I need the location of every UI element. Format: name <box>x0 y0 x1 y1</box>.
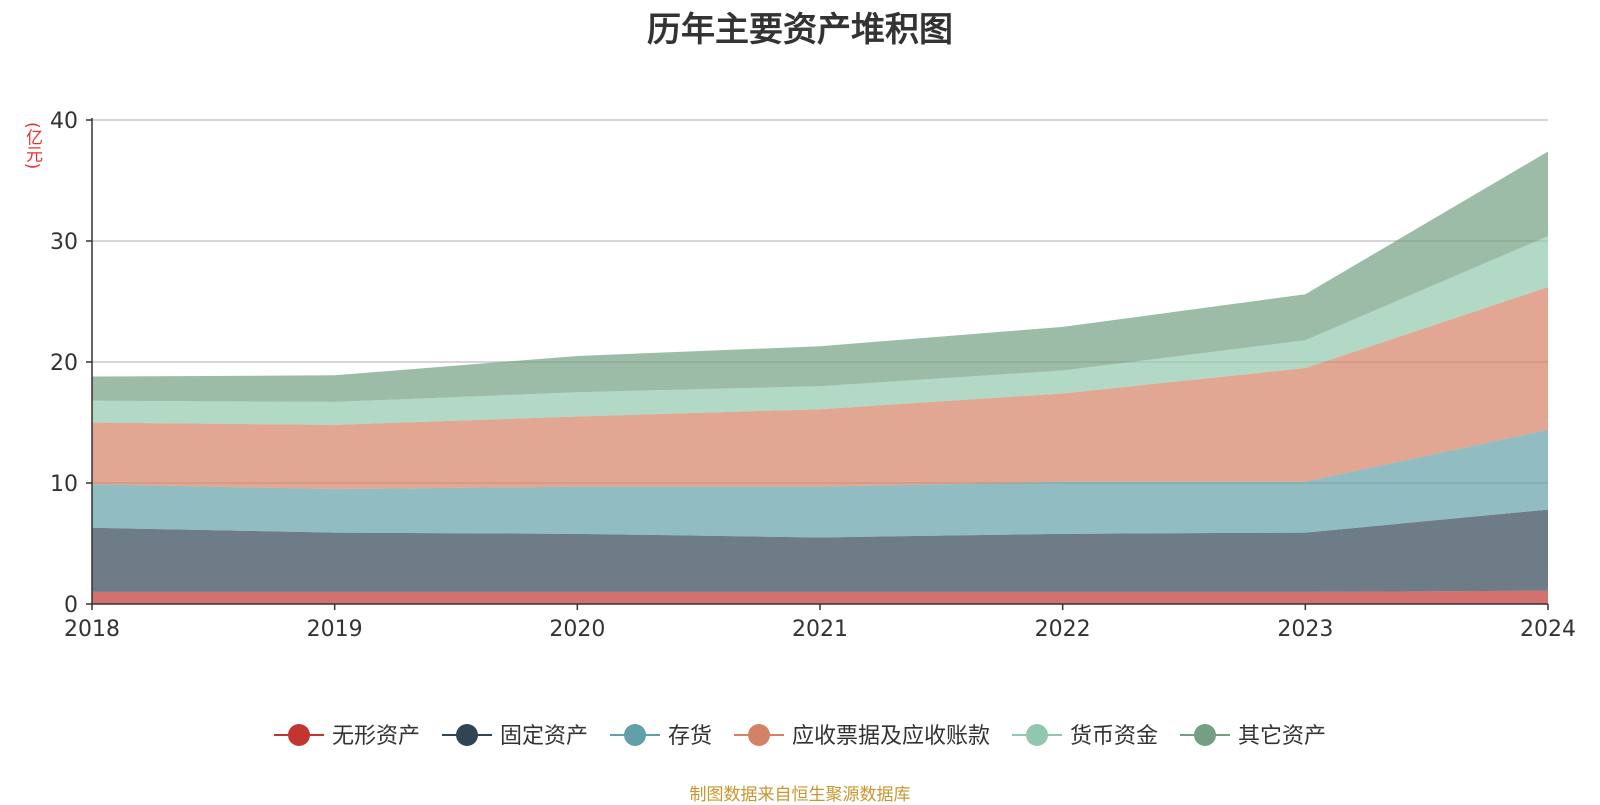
area-series <box>92 151 1548 604</box>
x-tick-label: 2024 <box>1520 617 1576 642</box>
y-tick-label: 0 <box>64 593 78 618</box>
legend-item-固定资产[interactable]: 固定资产 <box>442 724 588 749</box>
legend-item-无形资产[interactable]: 无形资产 <box>274 724 420 749</box>
area-series-固定资产 <box>92 509 1548 592</box>
x-tick-label: 2021 <box>792 617 848 642</box>
legend-label: 其它资产 <box>1238 724 1326 749</box>
x-tick-label: 2018 <box>64 617 120 642</box>
legend-item-其它资产[interactable]: 其它资产 <box>1180 724 1326 749</box>
legend-label: 固定资产 <box>500 724 588 749</box>
legend-circle-marker <box>1026 724 1048 746</box>
chart-title: 历年主要资产堆积图 <box>647 10 953 50</box>
y-tick-label: 10 <box>50 472 78 497</box>
x-tick-label: 2019 <box>307 617 363 642</box>
legend-label: 货币资金 <box>1070 724 1158 749</box>
area-series-应收票据及应收账款 <box>92 286 1548 490</box>
y-tick-label: 30 <box>50 230 78 255</box>
legend-label: 无形资产 <box>332 724 420 749</box>
area-series-无形资产 <box>92 590 1548 604</box>
legend-item-应收票据及应收账款[interactable]: 应收票据及应收账款 <box>734 724 990 749</box>
x-tick-label: 2020 <box>549 617 605 642</box>
legend-circle-marker <box>288 724 310 746</box>
legend: 无形资产 固定资产 存货 应收票据及应收账款 货币资金 其它资产 <box>274 724 1326 749</box>
legend-item-货币资金[interactable]: 货币资金 <box>1012 724 1158 749</box>
area-series-货币资金 <box>92 236 1548 425</box>
area-series-存货 <box>92 429 1548 538</box>
axes: 0 10 20 30 40 2018 2019 2020 2021 2022 2023 2024 <box>50 109 1576 642</box>
x-tick-label: 2023 <box>1277 617 1333 642</box>
legend-label: 存货 <box>668 724 712 749</box>
legend-circle-marker <box>456 724 478 746</box>
legend-circle-marker <box>624 724 646 746</box>
legend-circle-marker <box>1194 724 1216 746</box>
data-source-note: 制图数据来自恒生聚源数据库 <box>689 785 911 805</box>
legend-circle-marker <box>748 724 770 746</box>
area-series-其它资产 <box>92 151 1548 402</box>
x-tick-label: 2022 <box>1035 617 1091 642</box>
y-tick-label: 40 <box>50 109 78 134</box>
y-tick-label: 20 <box>50 351 78 376</box>
legend-label: 应收票据及应收账款 <box>792 724 990 749</box>
y-axis-unit-label: (亿元) <box>22 122 42 170</box>
legend-item-存货[interactable]: 存货 <box>610 724 712 749</box>
